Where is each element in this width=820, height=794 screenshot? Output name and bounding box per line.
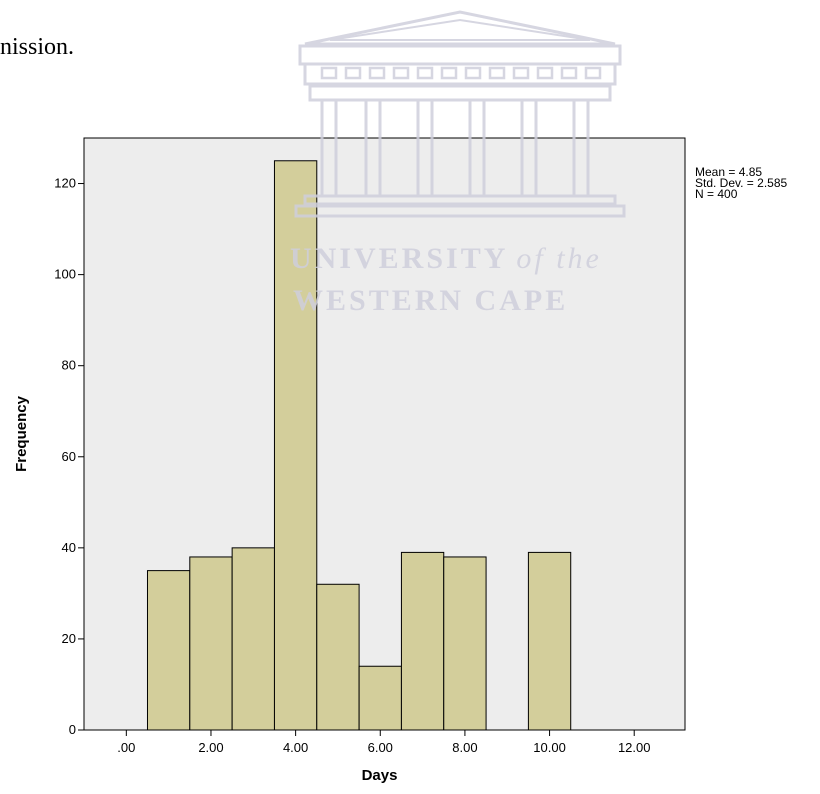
histogram-bar-4 <box>316 583 360 731</box>
x-tick-label: .00 <box>117 740 135 755</box>
watermark-line2: WESTERN CAPE <box>293 284 568 317</box>
x-tick-label: 2.00 <box>198 740 223 755</box>
university-logo-building-icon <box>294 10 626 218</box>
y-axis-title: Frequency <box>13 395 30 472</box>
x-axis-title: Days <box>362 767 398 784</box>
y-tick-label: 40 <box>62 540 76 555</box>
page-text-fragment: nission. <box>0 34 75 60</box>
stats-line-2: N = 400 <box>695 187 738 201</box>
y-tick-label: 60 <box>62 449 76 464</box>
histogram-bar-0 <box>146 570 191 731</box>
y-tick-label: 20 <box>62 631 76 646</box>
plot-area-group: 0 20 40 60 80 100 120 .00 2.00 4.00 6.00 8.00 10.00 1… <box>13 137 787 784</box>
histogram-bar-6 <box>400 551 445 731</box>
stats-line-1: Std. Dev. = 2.585 <box>695 176 787 190</box>
watermark-line1: UNIVERSITY of the <box>290 242 602 275</box>
y-tick-label: 80 <box>62 358 76 373</box>
histogram-bar-8 <box>527 551 572 731</box>
x-tick-label: 8.00 <box>452 740 477 755</box>
y-tick-label: 0 <box>69 722 76 737</box>
y-tick-label: 120 <box>54 176 76 191</box>
histogram-bar-3 <box>273 160 318 731</box>
histogram-bar-7 <box>443 556 487 731</box>
histogram-bar-1 <box>189 556 233 731</box>
x-tick-label: 10.00 <box>533 740 566 755</box>
histogram-bar-2 <box>231 547 275 731</box>
x-tick-label: 12.00 <box>618 740 651 755</box>
stats-line-0: Mean = 4.85 <box>695 165 762 179</box>
histogram-bar-5 <box>358 665 402 731</box>
y-tick-label: 100 <box>54 267 76 282</box>
x-tick-label: 6.00 <box>368 740 393 755</box>
x-tick-label: 4.00 <box>283 740 308 755</box>
university-watermark: UNIVERSITY of the WESTERN CAPE <box>290 10 626 317</box>
